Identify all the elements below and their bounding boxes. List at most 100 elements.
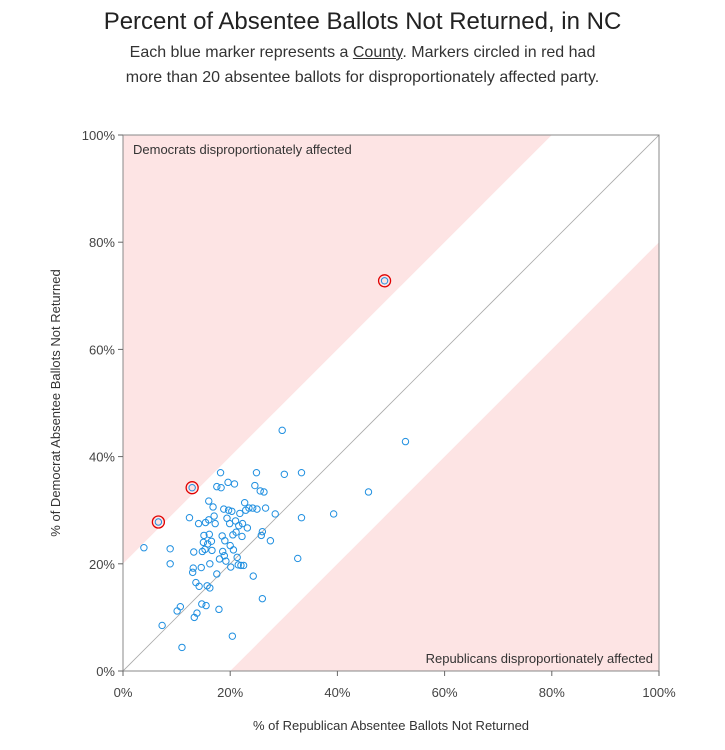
county-marker: [280, 470, 289, 478]
county-marker: [258, 594, 267, 603]
county-marker: [218, 547, 227, 556]
county-marker: [329, 510, 338, 518]
county-marker: [238, 532, 246, 541]
county-marker: [297, 468, 306, 477]
county-marker: [207, 537, 216, 545]
county-marker: [245, 504, 253, 512]
county-marker: [230, 480, 239, 488]
county-marker: [215, 605, 223, 614]
county-marker: [211, 519, 219, 528]
county-marker: [225, 519, 234, 528]
x-tick-label: 100%: [642, 685, 676, 700]
x-tick-label: 80%: [539, 685, 565, 700]
county-marker: [252, 468, 261, 477]
county-marker: [228, 632, 237, 640]
county-marker: [205, 497, 213, 505]
y-axis-label: % of Democrat Absentee Ballots Not Retur…: [48, 269, 63, 536]
county-marker: [233, 553, 241, 562]
county-marker: [271, 510, 279, 518]
subtitle-text-before: Each blue marker represents a: [129, 44, 353, 61]
county-marker: [220, 552, 229, 560]
county-marker: [240, 498, 249, 507]
county-marker: [380, 277, 389, 285]
x-axis-label: % of Republican Absentee Ballots Not Ret…: [253, 718, 529, 733]
upper-region-label: Democrats disproportionately affected: [133, 142, 352, 157]
county-marker: [266, 537, 275, 545]
county-marker: [216, 468, 225, 477]
county-marker: [158, 621, 166, 630]
county-marker: [237, 561, 245, 570]
county-marker: [208, 546, 216, 555]
county-marker: [176, 602, 185, 611]
county-marker: [297, 514, 306, 522]
county-marker: [189, 564, 197, 572]
county-marker: [221, 537, 229, 545]
county-marker: [294, 554, 302, 563]
chart-title: Percent of Absentee Ballots Not Returned…: [103, 8, 622, 35]
upper-band: [123, 135, 552, 564]
county-marker: [278, 426, 286, 435]
highlight-circle: [185, 481, 199, 495]
axes: 0% 20% 40% 60% 80% 100% 0% 20% 40% 60% 80% 100%: [82, 128, 676, 700]
county-marker: [200, 531, 208, 540]
y-tick-label: 0%: [96, 664, 115, 679]
chart-subtitle-line-1: Each blue marker represents a County. Ma…: [0, 44, 725, 62]
county-marker: [188, 483, 196, 492]
county-marker: [205, 530, 213, 539]
county-marker: [234, 561, 242, 569]
x-tick-label: 60%: [432, 685, 458, 700]
county-marker: [228, 507, 236, 515]
county-marker: [249, 504, 257, 512]
county-marker: [217, 483, 225, 492]
county-marker: [258, 527, 267, 536]
y-tick-label: 20%: [89, 557, 115, 572]
county-marker: [185, 514, 194, 522]
y-tick-label: 60%: [89, 342, 115, 357]
county-marker: [235, 522, 243, 530]
county-marker: [178, 643, 186, 652]
county-marker: [194, 519, 203, 528]
county-marker: [261, 504, 270, 512]
county-marker: [260, 488, 268, 496]
county-marker: [253, 505, 261, 513]
county-marker: [224, 506, 233, 514]
county-marker: [256, 487, 264, 495]
lower-band: [230, 242, 659, 671]
highlight-circle: [377, 274, 392, 288]
lower-region-label: Republicans disproportionately affected: [426, 651, 653, 666]
county-marker: [213, 482, 221, 491]
highlight-circle: [151, 515, 166, 529]
county-marker: [251, 481, 259, 490]
county-marker: [188, 568, 197, 577]
y-tick-label: 80%: [89, 235, 115, 250]
county-marker: [229, 546, 238, 554]
county-marker: [190, 548, 198, 556]
county-marker: [206, 584, 214, 592]
county-marker: [202, 601, 210, 610]
county-marker: [199, 538, 208, 547]
diagonal-line: [123, 135, 659, 671]
county-link[interactable]: County: [352, 44, 403, 61]
county-marker: [198, 600, 206, 608]
plot-frame: [122, 134, 660, 672]
county-marker: [206, 560, 214, 568]
plot-border: [122, 134, 660, 672]
county-marker: [243, 524, 252, 532]
y-tick-label: 40%: [89, 450, 115, 465]
county-marker: [401, 437, 410, 446]
x-tick-label: 0%: [114, 685, 133, 700]
county-marker: [166, 545, 174, 553]
county-marker: [236, 509, 244, 518]
county-marker: [210, 512, 218, 520]
county-marker: [213, 570, 221, 578]
county-marker: [220, 505, 228, 513]
county-marker: [193, 609, 201, 617]
x-tick-label: 40%: [324, 685, 350, 700]
county-marker: [249, 572, 257, 580]
y-tick-label: 100%: [82, 128, 116, 143]
subtitle-text-after: . Markers circled in red had: [402, 44, 596, 61]
county-marker: [166, 560, 174, 568]
x-tick-label: 20%: [217, 685, 243, 700]
county-marker: [209, 503, 217, 511]
